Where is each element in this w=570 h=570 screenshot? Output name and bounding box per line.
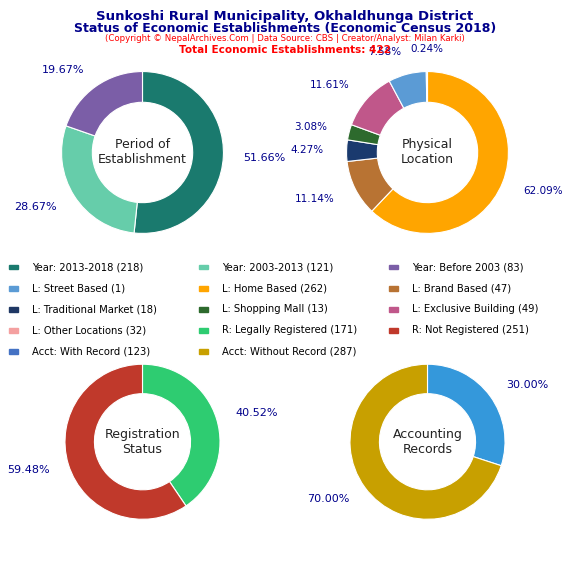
Text: Year: Before 2003 (83): Year: Before 2003 (83): [413, 262, 524, 272]
Text: 11.61%: 11.61%: [310, 80, 349, 89]
Wedge shape: [426, 71, 428, 102]
Text: Acct: Without Record (287): Acct: Without Record (287): [222, 347, 357, 356]
Wedge shape: [66, 71, 142, 136]
FancyBboxPatch shape: [9, 264, 18, 270]
FancyBboxPatch shape: [198, 349, 208, 354]
Wedge shape: [389, 72, 427, 108]
Text: Period of
Establishment: Period of Establishment: [98, 139, 187, 166]
Text: 28.67%: 28.67%: [14, 202, 57, 211]
FancyBboxPatch shape: [198, 307, 208, 312]
Wedge shape: [352, 81, 404, 135]
FancyBboxPatch shape: [9, 328, 18, 333]
Text: 4.27%: 4.27%: [291, 145, 324, 155]
Text: 3.08%: 3.08%: [294, 121, 327, 132]
Text: 7.58%: 7.58%: [368, 47, 401, 57]
FancyBboxPatch shape: [9, 286, 18, 291]
Text: Acct: With Record (123): Acct: With Record (123): [32, 347, 150, 356]
Text: 70.00%: 70.00%: [307, 494, 349, 504]
Text: 59.48%: 59.48%: [7, 465, 50, 475]
Text: 30.00%: 30.00%: [506, 380, 548, 390]
Wedge shape: [347, 158, 393, 211]
FancyBboxPatch shape: [389, 328, 398, 333]
Text: 51.66%: 51.66%: [243, 153, 286, 163]
Text: Accounting
Records: Accounting Records: [393, 428, 462, 456]
Text: L: Street Based (1): L: Street Based (1): [32, 283, 125, 293]
FancyBboxPatch shape: [389, 264, 398, 270]
Wedge shape: [134, 71, 223, 233]
Text: Sunkoshi Rural Municipality, Okhaldhunga District: Sunkoshi Rural Municipality, Okhaldhunga…: [96, 10, 474, 23]
Text: 0.24%: 0.24%: [410, 44, 443, 54]
Text: R: Not Registered (251): R: Not Registered (251): [413, 325, 530, 335]
Text: 62.09%: 62.09%: [524, 186, 563, 196]
Text: (Copyright © NepalArchives.Com | Data Source: CBS | Creator/Analyst: Milan Karki: (Copyright © NepalArchives.Com | Data So…: [105, 34, 465, 43]
Wedge shape: [350, 364, 501, 519]
FancyBboxPatch shape: [198, 328, 208, 333]
Text: L: Traditional Market (18): L: Traditional Market (18): [32, 304, 157, 314]
Text: 11.14%: 11.14%: [295, 194, 335, 203]
Wedge shape: [348, 125, 380, 145]
Wedge shape: [372, 71, 508, 233]
FancyBboxPatch shape: [9, 349, 18, 354]
Text: 40.52%: 40.52%: [235, 408, 278, 418]
Text: R: Legally Registered (171): R: Legally Registered (171): [222, 325, 357, 335]
Text: L: Home Based (262): L: Home Based (262): [222, 283, 328, 293]
Text: Year: 2003-2013 (121): Year: 2003-2013 (121): [222, 262, 334, 272]
Text: L: Exclusive Building (49): L: Exclusive Building (49): [413, 304, 539, 314]
Text: Year: 2013-2018 (218): Year: 2013-2018 (218): [32, 262, 144, 272]
FancyBboxPatch shape: [9, 307, 18, 312]
Text: Registration
Status: Registration Status: [105, 428, 180, 456]
FancyBboxPatch shape: [389, 286, 398, 291]
Wedge shape: [142, 364, 220, 506]
Text: Total Economic Establishments: 422: Total Economic Establishments: 422: [179, 45, 391, 55]
Text: Status of Economic Establishments (Economic Census 2018): Status of Economic Establishments (Econo…: [74, 22, 496, 35]
Text: L: Other Locations (32): L: Other Locations (32): [32, 325, 146, 335]
Wedge shape: [65, 364, 186, 519]
FancyBboxPatch shape: [198, 264, 208, 270]
FancyBboxPatch shape: [389, 307, 398, 312]
Text: L: Shopping Mall (13): L: Shopping Mall (13): [222, 304, 328, 314]
Wedge shape: [428, 364, 505, 466]
Wedge shape: [347, 140, 378, 161]
FancyBboxPatch shape: [198, 286, 208, 291]
Text: 19.67%: 19.67%: [42, 65, 84, 75]
Text: Physical
Location: Physical Location: [401, 139, 454, 166]
Wedge shape: [62, 126, 137, 233]
Text: L: Brand Based (47): L: Brand Based (47): [413, 283, 512, 293]
